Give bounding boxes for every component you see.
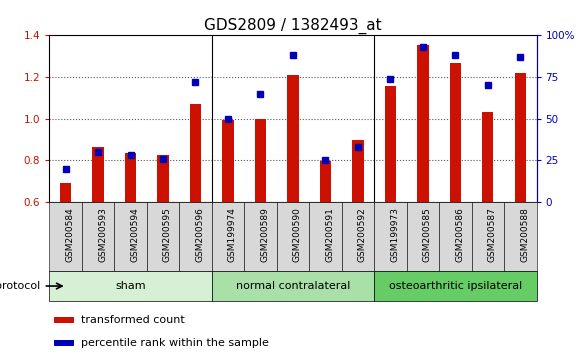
Bar [190, 104, 201, 202]
Text: GSM200584: GSM200584 [66, 207, 75, 262]
Bar [309, 202, 342, 271]
Text: osteoarthritic ipsilateral: osteoarthritic ipsilateral [389, 281, 522, 291]
Bar [450, 63, 461, 202]
Bar [54, 340, 74, 346]
Bar [147, 202, 179, 271]
Bar [179, 202, 212, 271]
Bar [374, 271, 536, 301]
Bar [352, 141, 364, 202]
Bar [157, 155, 169, 202]
Bar [222, 120, 234, 202]
Text: GSM200586: GSM200586 [455, 207, 465, 262]
Bar [385, 86, 396, 202]
Bar [54, 317, 74, 323]
Bar [244, 202, 277, 271]
Text: percentile rank within the sample: percentile rank within the sample [81, 338, 269, 348]
Bar [82, 202, 114, 271]
Bar [212, 202, 244, 271]
Text: transformed count: transformed count [81, 315, 184, 325]
Text: normal contralateral: normal contralateral [235, 281, 350, 291]
Text: GSM200595: GSM200595 [163, 207, 172, 262]
Bar [417, 45, 429, 202]
Text: GSM200591: GSM200591 [325, 207, 335, 262]
Bar [277, 202, 309, 271]
Bar [255, 119, 266, 202]
Text: GSM200589: GSM200589 [260, 207, 270, 262]
Text: GSM200585: GSM200585 [423, 207, 432, 262]
Bar [472, 202, 504, 271]
Bar [439, 202, 472, 271]
Bar [92, 147, 104, 202]
Text: GSM200594: GSM200594 [130, 207, 140, 262]
Bar [287, 75, 299, 202]
Bar [212, 271, 374, 301]
Bar [114, 202, 147, 271]
Bar [49, 202, 82, 271]
Bar [407, 202, 439, 271]
Text: GSM199974: GSM199974 [228, 207, 237, 262]
Bar [60, 183, 71, 202]
Bar [374, 202, 407, 271]
Text: GSM200590: GSM200590 [293, 207, 302, 262]
Text: protocol: protocol [0, 281, 41, 291]
Bar [125, 153, 136, 202]
Bar [49, 271, 212, 301]
Bar [320, 161, 331, 202]
Text: GSM200588: GSM200588 [520, 207, 530, 262]
Bar [514, 73, 526, 202]
Title: GDS2809 / 1382493_at: GDS2809 / 1382493_at [204, 18, 382, 34]
Text: GSM200587: GSM200587 [488, 207, 497, 262]
Text: sham: sham [115, 281, 146, 291]
Bar [342, 202, 374, 271]
Bar [504, 202, 536, 271]
Text: GSM199973: GSM199973 [390, 207, 400, 262]
Text: GSM200593: GSM200593 [98, 207, 107, 262]
Bar [482, 112, 494, 202]
Text: GSM200596: GSM200596 [195, 207, 205, 262]
Text: GSM200592: GSM200592 [358, 207, 367, 262]
